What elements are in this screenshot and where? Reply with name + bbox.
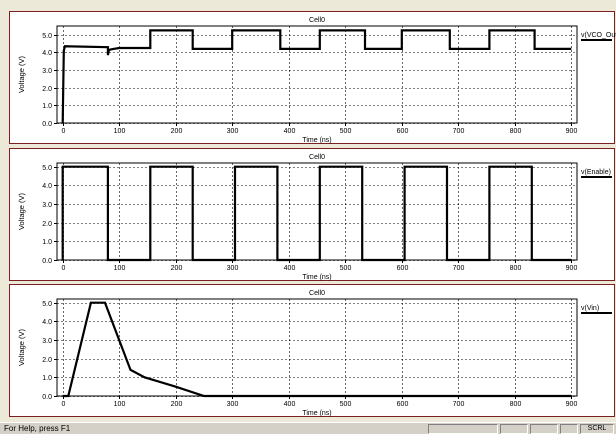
chart-panel-vin[interactable]: Cell0 0.0 1.0 2.0 3.0 4.0 5.0 0 100 200 300 400 500 6… xyxy=(9,284,615,417)
chart-vco-out: Cell0 0.0 1.0 2.0 3.0 4.0 5.0 0 100 200 300 400 500 6… xyxy=(17,17,616,144)
chart-1-title: Cell0 xyxy=(309,17,325,24)
chart-1-y-axis-label: Voltage (V) xyxy=(17,55,26,93)
chart-1-y-tick-label: 4.0 xyxy=(42,50,52,57)
chart-3-x-tick-label: 900 xyxy=(566,401,578,408)
chart-3-y-tick-label: 1.0 xyxy=(42,375,52,382)
chart-2-y-tick-label: 4.0 xyxy=(42,183,52,190)
chart-2-x-axis-label: Time (ns) xyxy=(302,274,331,281)
chart-2-x-tick-label: 100 xyxy=(114,265,126,272)
chart-2-y-axis-label: Voltage (V) xyxy=(17,192,26,230)
waveform-viewer: Cell0 0.0 1.0 2.0 3.0 4.0 5.0 0 100 200 300 400 500 6… xyxy=(0,0,616,422)
chart-2-x-tick-label: 400 xyxy=(284,265,296,272)
chart-1-x-tick-label: 900 xyxy=(566,128,578,135)
status-pane xyxy=(560,424,578,434)
chart-1-y-tick-label: 2.0 xyxy=(42,86,52,93)
chart-2-x-tick-label: 800 xyxy=(510,265,522,272)
chart-3-x-tick-label: 500 xyxy=(340,401,352,408)
chart-2-y-tick-label: 3.0 xyxy=(42,202,52,209)
chart-enable: Cell0 0.0 1.0 2.0 3.0 4.0 5.0 0 100 200 300 400 500 6… xyxy=(17,154,612,281)
chart-1-x-tick-label: 600 xyxy=(397,128,409,135)
chart-2-x-tick-label: 200 xyxy=(171,265,183,272)
chart-1-plot-area xyxy=(56,25,578,124)
chart-panel-enable[interactable]: Cell0 0.0 1.0 2.0 3.0 4.0 5.0 0 100 200 300 400 500 6… xyxy=(9,148,615,281)
chart-3-y-tick-label: 4.0 xyxy=(42,319,52,326)
chart-1-x-tick-label: 0 xyxy=(62,128,66,135)
chart-3-x-axis-label: Time (ns) xyxy=(302,410,331,417)
chart-2-y-tick-label: 0.0 xyxy=(42,258,52,265)
chart-vin: Cell0 0.0 1.0 2.0 3.0 4.0 5.0 0 100 200 300 400 500 6… xyxy=(17,290,612,417)
chart-3-series-line xyxy=(62,301,572,398)
chart-3-y-tick-label: 2.0 xyxy=(42,357,52,364)
chart-3-x-tick-label: 600 xyxy=(397,401,409,408)
chart-3-plot-area xyxy=(56,298,578,397)
chart-1-y-tick-label: 5.0 xyxy=(42,33,52,40)
status-pane xyxy=(530,424,558,434)
chart-1-legend-label: v(VCO_Out) xyxy=(581,32,616,39)
chart-2-y-tick-label: 1.0 xyxy=(42,239,52,246)
chart-1-x-tick-label: 200 xyxy=(171,128,183,135)
chart-1-y-tick-label: 1.0 xyxy=(42,103,52,110)
status-pane xyxy=(500,424,528,434)
chart-3-y-tick-label: 3.0 xyxy=(42,338,52,345)
chart-2-series-line xyxy=(61,165,572,262)
chart-3-y-axis-label: Voltage (V) xyxy=(17,328,26,366)
chart-3-x-tick-label: 700 xyxy=(453,401,465,408)
status-bar: For Help, press F1 SCRL xyxy=(0,422,616,434)
chart-panel-vco-out[interactable]: Cell0 0.0 1.0 2.0 3.0 4.0 5.0 0 100 200 300 400 500 6… xyxy=(9,11,616,144)
chart-1-x-tick-label: 800 xyxy=(510,128,522,135)
status-help-text: For Help, press F1 xyxy=(4,424,71,433)
chart-2-y-tick-label: 2.0 xyxy=(42,221,52,228)
chart-1-x-tick-label: 400 xyxy=(284,128,296,135)
chart-3-x-tick-label: 0 xyxy=(62,401,66,408)
chart-1-x-tick-label: 300 xyxy=(227,128,239,135)
chart-1-x-tick-label: 100 xyxy=(114,128,126,135)
chart-3-x-tick-label: 300 xyxy=(227,401,239,408)
chart-1-y-tick-label: 3.0 xyxy=(42,68,52,75)
chart-2-legend-label: v(Enable) xyxy=(581,169,611,176)
chart-3-legend-label: v(Vin) xyxy=(581,305,599,312)
chart-2-x-tick-label: 900 xyxy=(566,265,578,272)
chart-3-x-tick-label: 100 xyxy=(114,401,126,408)
chart-2-x-tick-label: 300 xyxy=(227,265,239,272)
chart-1-x-tick-label: 700 xyxy=(453,128,465,135)
chart-2-x-tick-label: 500 xyxy=(340,265,352,272)
chart-3-y-tick-label: 0.0 xyxy=(42,394,52,401)
chart-2-x-tick-label: 600 xyxy=(397,265,409,272)
chart-2-plot-area xyxy=(56,162,578,261)
chart-2-title: Cell0 xyxy=(309,154,325,161)
status-pane-scrl: SCRL xyxy=(580,424,614,434)
chart-1-series-line xyxy=(61,29,572,124)
chart-1-y-tick-label: 0.0 xyxy=(42,121,52,128)
chart-3-x-tick-label: 800 xyxy=(510,401,522,408)
chart-1-x-tick-label: 500 xyxy=(340,128,352,135)
chart-3-y-tick-label: 5.0 xyxy=(42,301,52,308)
status-pane xyxy=(428,424,498,434)
chart-3-title: Cell0 xyxy=(309,290,325,297)
chart-2-x-tick-label: 700 xyxy=(453,265,465,272)
chart-2-y-tick-label: 5.0 xyxy=(42,165,52,172)
chart-3-x-tick-label: 400 xyxy=(284,401,296,408)
chart-1-x-axis-label: Time (ns) xyxy=(302,137,331,144)
chart-3-x-tick-label: 200 xyxy=(171,401,183,408)
chart-2-x-tick-label: 0 xyxy=(62,265,66,272)
